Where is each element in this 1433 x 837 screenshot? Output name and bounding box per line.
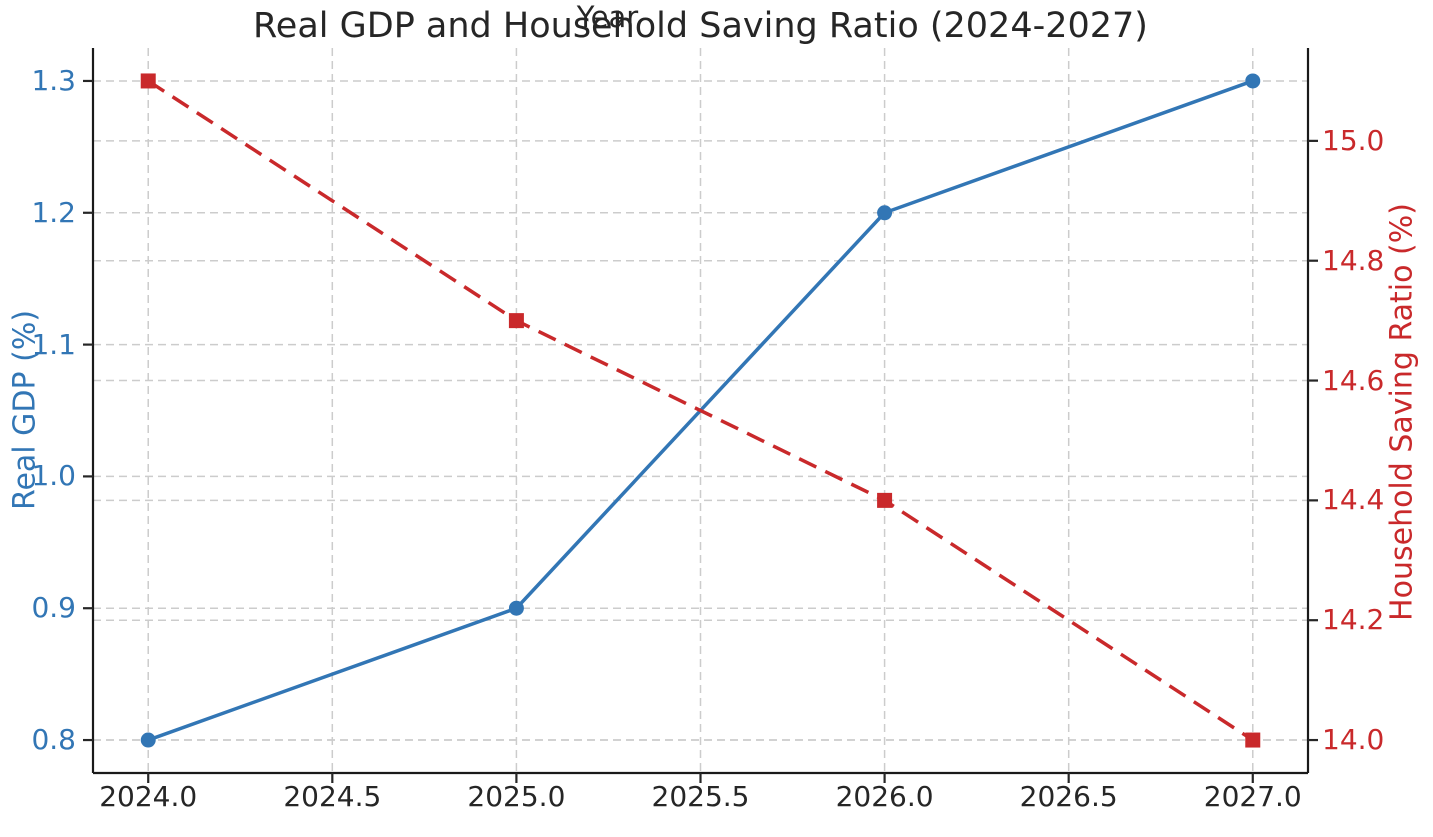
x-tick-label: 2027.0	[1203, 780, 1302, 813]
gdp-marker	[877, 205, 893, 221]
y-right-tick-label: 14.4	[1322, 483, 1385, 517]
gdp-marker	[508, 600, 524, 616]
y-right-tick-label: 15.0	[1322, 123, 1385, 157]
gdp-marker	[1245, 73, 1261, 89]
y-right-tick-label: 14.6	[1322, 363, 1385, 397]
saving-marker	[1245, 732, 1261, 748]
y-right-tick-label: 14.2	[1322, 603, 1385, 637]
saving-marker	[877, 492, 893, 508]
chart-title: Real GDP and Household Saving Ratio (202…	[253, 6, 1148, 46]
x-tick-label: 2026.0	[835, 780, 934, 813]
x-axis-label: Year	[576, 0, 639, 34]
y-left-tick-label: 1.1	[31, 327, 76, 361]
y-left-tick-label: 1.0	[31, 459, 76, 493]
x-tick-label: 2024.5	[283, 780, 382, 813]
y-right-tick-label: 14.8	[1322, 243, 1385, 277]
y-left-tick-label: 0.9	[31, 591, 76, 625]
gdp-marker	[140, 732, 156, 748]
x-tick-label: 2025.5	[651, 780, 750, 813]
saving-marker	[140, 73, 156, 89]
saving-marker	[508, 313, 524, 329]
x-tick-label: 2026.5	[1019, 780, 1118, 813]
x-tick-label: 2025.0	[467, 780, 566, 813]
right-axis-label: Household Saving Ratio (%)	[1384, 203, 1420, 621]
y-left-tick-label: 1.2	[31, 195, 76, 229]
saving-line	[147, 79, 1254, 742]
x-tick-label: 2024.0	[99, 780, 198, 813]
y-left-tick-label: 1.3	[31, 63, 76, 97]
y-left-tick-label: 0.8	[31, 723, 76, 757]
y-right-tick-label: 14.0	[1322, 723, 1385, 757]
